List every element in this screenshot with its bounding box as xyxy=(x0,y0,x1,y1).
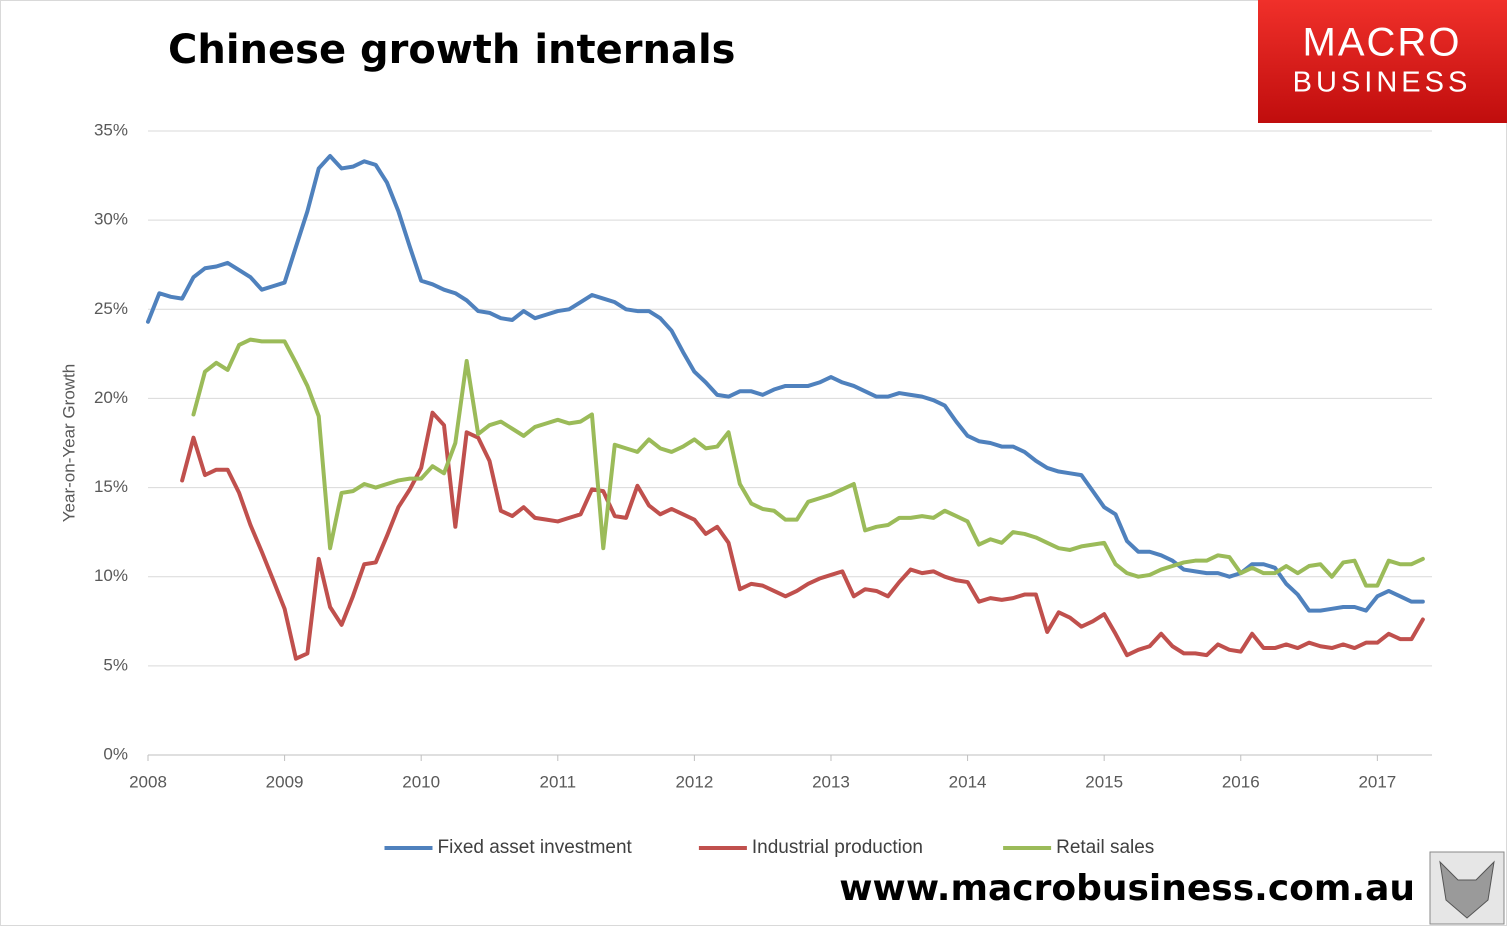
logo-text: BUSINESS xyxy=(1293,67,1472,99)
x-tick-label: 2013 xyxy=(812,772,850,791)
y-tick-label: 15% xyxy=(94,477,128,496)
logo-text: MACRO xyxy=(1303,21,1462,65)
x-tick-label: 2012 xyxy=(675,772,713,791)
fox-icon xyxy=(1429,851,1505,925)
y-tick-label: 25% xyxy=(94,299,128,318)
icon-shape xyxy=(1439,860,1495,919)
x-tick-label: 2016 xyxy=(1222,772,1260,791)
y-tick-label: 20% xyxy=(94,388,128,407)
legend-label: Retail sales xyxy=(1056,837,1154,858)
chart-title: Chinese growth internals xyxy=(168,27,735,73)
x-tick-label: 2011 xyxy=(540,772,577,791)
x-tick-label: 2014 xyxy=(949,772,987,791)
x-tick-label: 2015 xyxy=(1085,772,1123,791)
legend-label: Industrial production xyxy=(752,837,923,858)
series-line xyxy=(191,337,1425,588)
x-tick-label: 2009 xyxy=(266,772,304,791)
series-line xyxy=(146,153,1425,613)
x-tick-label: 2010 xyxy=(402,772,440,791)
series-line xyxy=(180,410,1425,661)
y-tick-label: 30% xyxy=(94,210,128,229)
y-tick-label: 0% xyxy=(103,744,128,763)
y-tick-label: 35% xyxy=(94,120,128,139)
y-tick-label: 10% xyxy=(94,566,128,585)
logo: MACRO BUSINESS xyxy=(1258,0,1507,123)
website: www.macrobusiness.com.au xyxy=(839,868,1415,909)
x-tick-label: 2008 xyxy=(129,772,167,791)
y-tick-label: 5% xyxy=(103,655,128,674)
y-axis-label: Year-on-Year Growth xyxy=(59,364,78,522)
logo-box xyxy=(1258,0,1507,123)
legend-label: Fixed asset investment xyxy=(438,837,633,858)
x-tick-label: 2017 xyxy=(1358,772,1396,791)
